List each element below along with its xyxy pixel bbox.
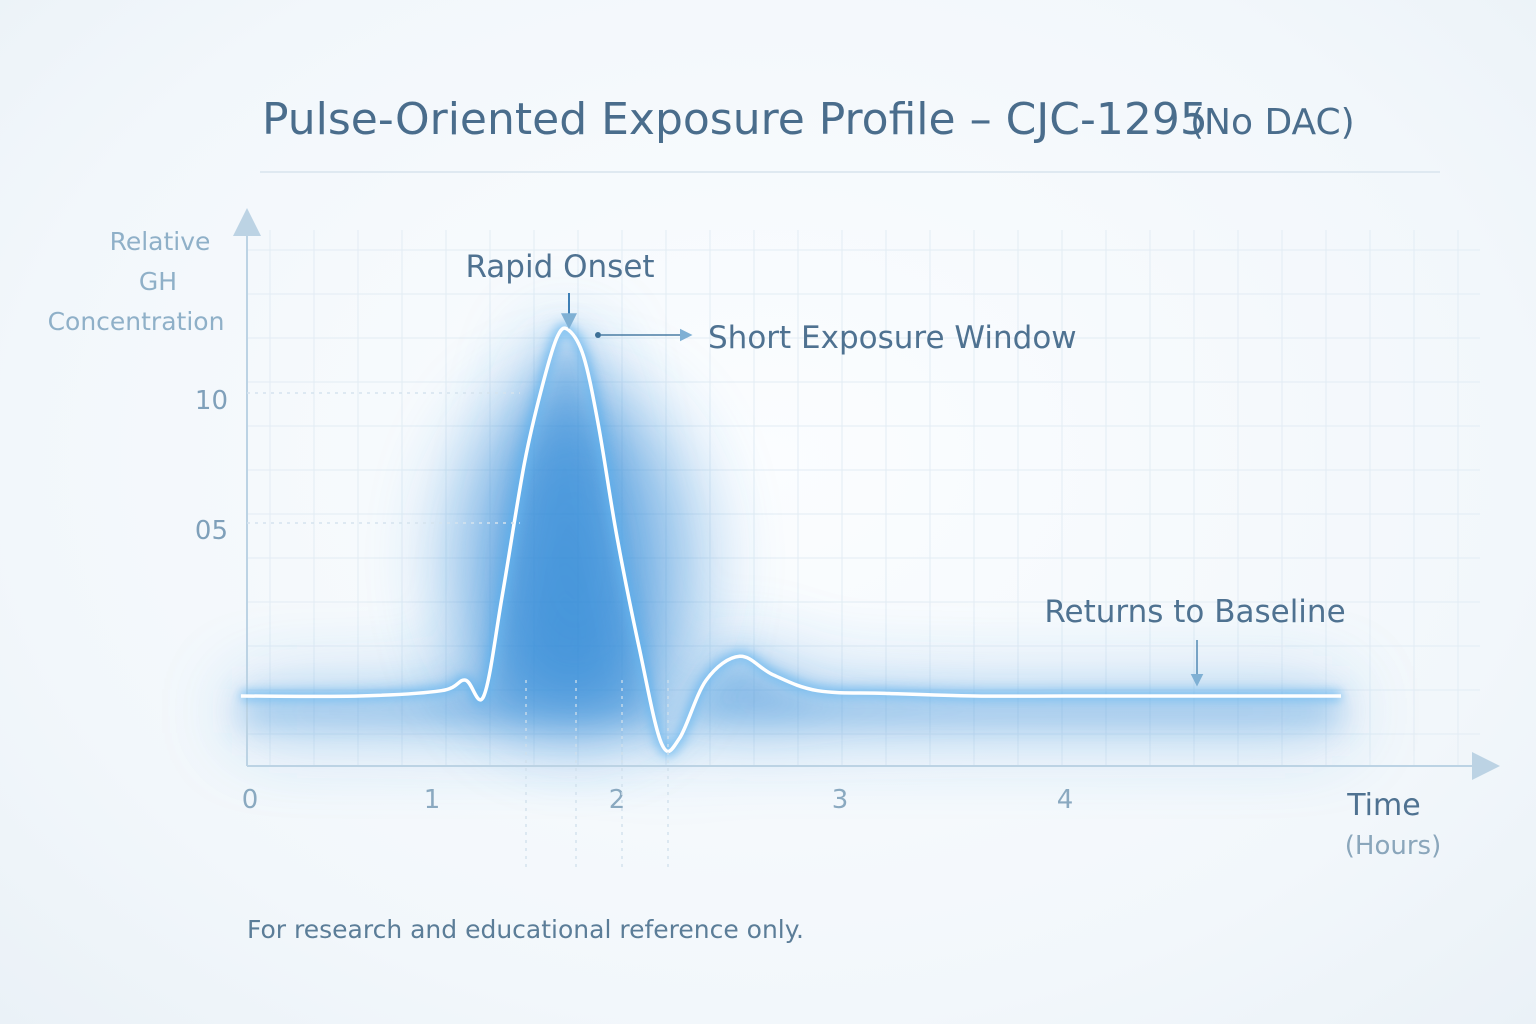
chart-subtitle: (No DAC) [1190, 102, 1355, 143]
x-axis-label: Time [1346, 788, 1420, 823]
annotations: Rapid Onset Short Exposure Window Returns … [465, 249, 1346, 687]
footnote: For research and educational reference o… [247, 915, 804, 944]
grid-lines [247, 230, 1480, 766]
annotation-rapid-onset: Rapid Onset [465, 249, 654, 285]
y-axis-label-line-1: Relative [110, 227, 211, 256]
x-tick-label: 1 [424, 785, 441, 815]
y-tick-labels: 10 05 [195, 386, 520, 546]
x-tick-label: 4 [1057, 785, 1074, 815]
y-axis-label-line-2: GH [139, 267, 177, 296]
chart-title: Pulse-Oriented Exposure Profile – CJC-12… [262, 94, 1208, 145]
x-tick-label: 2 [609, 785, 626, 815]
y-tick-label: 05 [195, 516, 228, 546]
y-axis-label-line-3: Concentration [48, 307, 225, 336]
x-tick-labels: 0 1 2 3 4 [242, 680, 1074, 870]
series-line [240, 326, 1341, 754]
x-axis-unit: (Hours) [1345, 831, 1441, 861]
curve-area-inner-glow [240, 328, 1341, 752]
short-window-dot [595, 332, 601, 338]
y-tick-label: 10 [195, 386, 228, 416]
x-tick-label: 0 [242, 785, 259, 815]
curve-line-glow [240, 323, 1341, 757]
annotation-returns-to-baseline: Returns to Baseline [1044, 594, 1345, 630]
annotation-short-exposure-window: Short Exposure Window [708, 320, 1077, 356]
curve-layer [240, 323, 1341, 757]
x-tick-label: 3 [832, 785, 849, 815]
